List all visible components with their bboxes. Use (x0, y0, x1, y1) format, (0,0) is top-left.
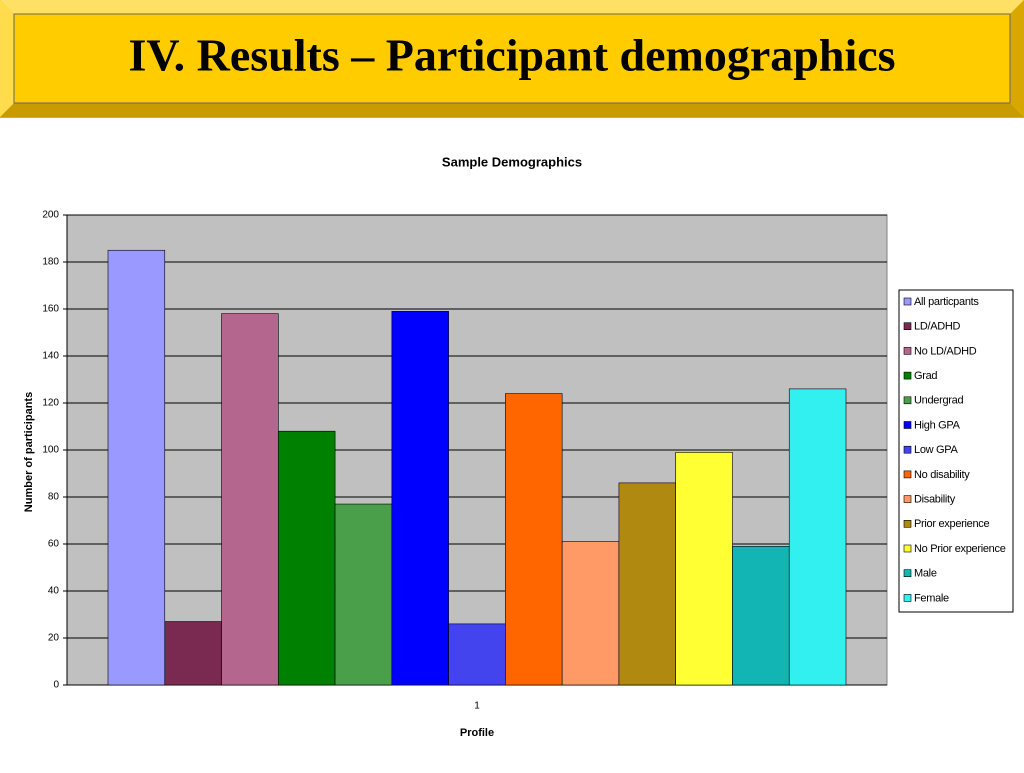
bar (788, 388, 847, 686)
y-tick-label: 60 (48, 539, 60, 550)
legend-swatch (903, 495, 912, 503)
bar (732, 546, 790, 686)
y-tick-label: 100 (42, 445, 59, 456)
legend-label: Low GPA (914, 444, 959, 456)
bar (618, 482, 676, 686)
bevel (0, 103, 1024, 117)
legend-swatch (903, 371, 912, 380)
legend-label: Female (914, 592, 949, 604)
legend-label: No LD/ADHD (914, 345, 977, 357)
y-tick-label: 40 (48, 586, 60, 597)
y-tick-label: 0 (53, 680, 59, 691)
legend-label: All particpants (914, 296, 979, 308)
bar (391, 311, 449, 686)
legend-label: LD/ADHD (914, 321, 961, 333)
legend-label: Undergrad (914, 395, 963, 407)
title-banner: IV. Results – Participant demographics (0, 0, 1024, 118)
banner-face (13, 13, 1011, 104)
legend-label: Prior experience (914, 518, 989, 530)
legend-label: Male (914, 568, 937, 580)
y-axis-label: Number of participants (23, 392, 35, 512)
y-tick-label: 180 (42, 257, 59, 268)
bar (675, 452, 733, 686)
legend-swatch (903, 445, 912, 454)
legend-label: Disability (914, 494, 956, 506)
bevel (1010, 0, 1024, 117)
slide-title: IV. Results – Participant demographics (128, 30, 895, 81)
bar (505, 393, 563, 686)
legend-swatch (903, 322, 912, 331)
legend-swatch (903, 519, 912, 528)
legend-swatch (903, 470, 912, 479)
y-tick-label: 160 (42, 304, 59, 315)
legend-label: Grad (914, 370, 937, 382)
legend-swatch (903, 297, 912, 306)
bar (334, 503, 393, 686)
legend-swatch (903, 421, 912, 429)
y-tick-label: 80 (48, 492, 60, 503)
y-tick-label: 120 (42, 398, 59, 409)
bevel (0, 0, 1024, 14)
legend-swatch (903, 569, 912, 578)
y-tick-label: 140 (42, 351, 59, 362)
y-tick-label: 20 (48, 633, 60, 644)
chart-title: Sample Demographics (442, 154, 582, 169)
legend-swatch (903, 347, 912, 355)
legend-label: No Prior experience (914, 543, 1006, 555)
legend-box (898, 289, 1014, 613)
bevel (0, 0, 14, 117)
legend-swatch (903, 544, 912, 553)
bar (448, 623, 506, 686)
bar (278, 430, 336, 686)
legend-swatch (903, 594, 912, 602)
bar (221, 313, 279, 686)
y-tick-label: 200 (42, 210, 59, 221)
bar (164, 621, 222, 686)
bar (107, 249, 166, 686)
x-axis-label: Profile (460, 727, 494, 739)
legend-swatch (903, 396, 912, 405)
x-tick-label: 1 (474, 701, 480, 712)
legend-label: No disability (914, 469, 970, 481)
legend-label: High GPA (914, 419, 961, 431)
bar (561, 541, 620, 686)
